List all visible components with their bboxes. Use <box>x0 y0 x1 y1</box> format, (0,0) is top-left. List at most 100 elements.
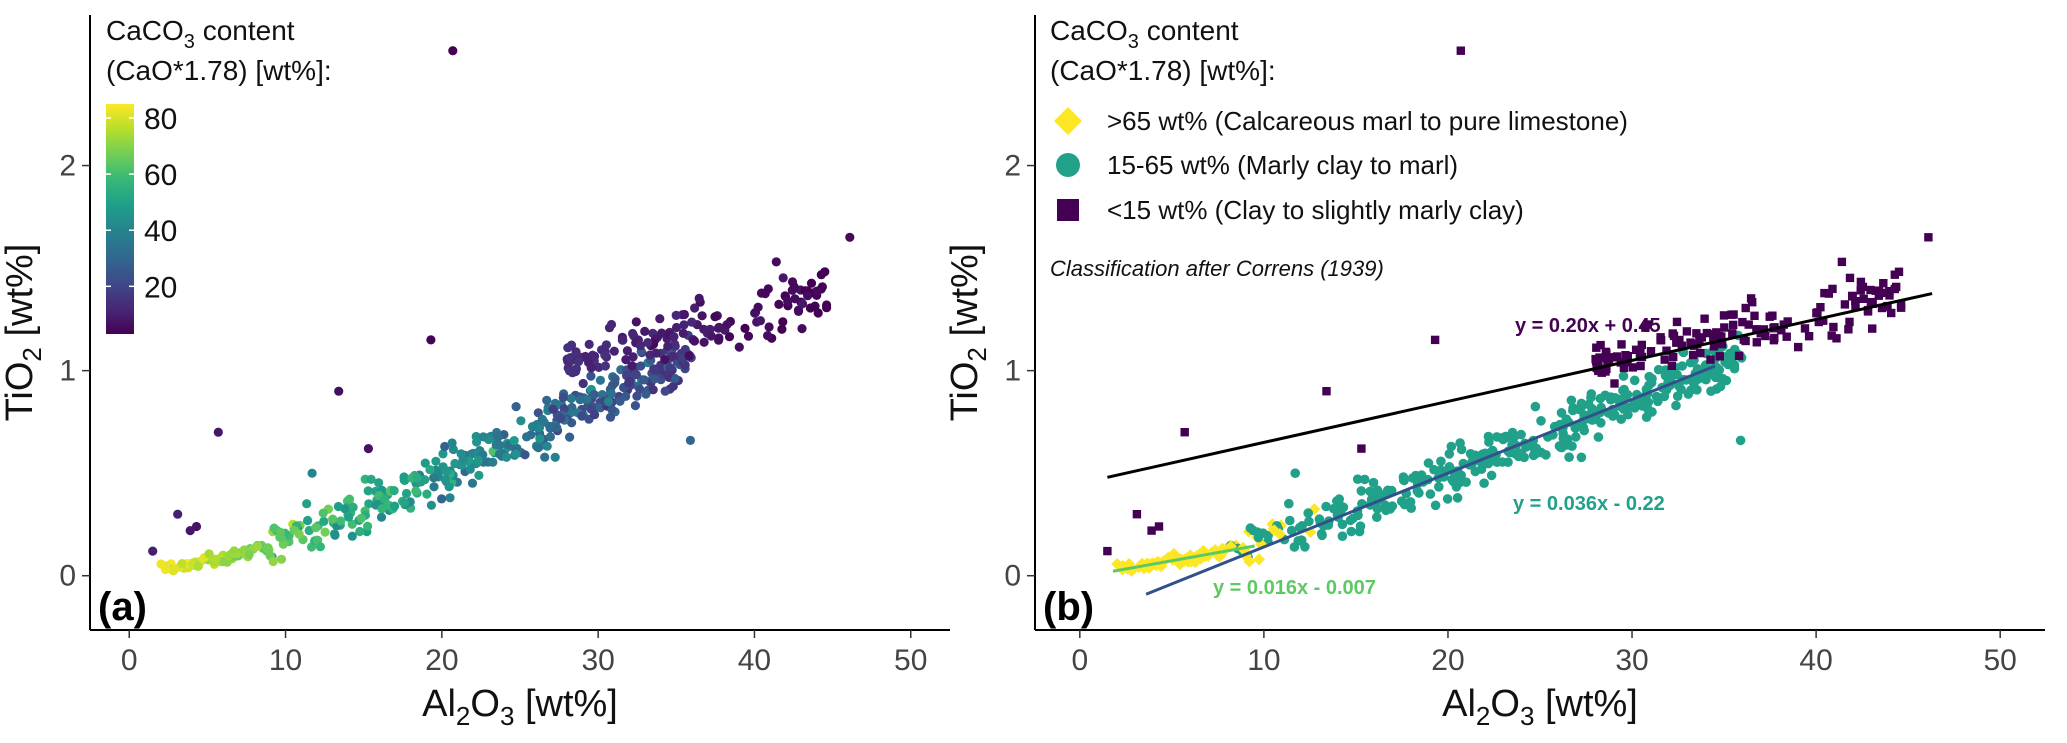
data-point-circle <box>1605 394 1616 405</box>
data-point-circle <box>1671 400 1681 411</box>
data-point-circle <box>1399 498 1409 508</box>
data-point <box>253 541 263 551</box>
data-point-circle <box>1294 522 1305 533</box>
data-point <box>648 385 658 395</box>
data-point-circle <box>1677 361 1687 371</box>
data-point-circle <box>1676 384 1686 395</box>
data-point <box>650 374 660 384</box>
data-point-square <box>1756 329 1765 338</box>
data-point-circle <box>1643 404 1653 415</box>
data-point <box>660 386 670 396</box>
data-point-circle <box>1479 478 1489 489</box>
data-point-circle <box>1693 374 1704 384</box>
data-point <box>668 381 678 391</box>
data-point <box>294 529 304 539</box>
data-point-square <box>1696 348 1705 358</box>
data-point <box>363 521 373 531</box>
y-tick-label: 1 <box>1004 355 1021 388</box>
data-point-circle <box>1359 474 1370 485</box>
data-point-square <box>1656 336 1666 345</box>
data-point <box>276 554 287 564</box>
data-point-square <box>1700 314 1709 323</box>
x-tick-label: 20 <box>1431 644 1464 677</box>
data-point <box>668 351 678 361</box>
data-point <box>789 282 799 292</box>
data-point <box>315 542 325 552</box>
data-point <box>582 394 592 404</box>
data-point-square <box>1717 339 1727 349</box>
data-point <box>276 533 286 543</box>
data-point-circle <box>1541 450 1551 460</box>
data-point <box>783 296 793 306</box>
data-point <box>450 458 460 469</box>
data-point-square <box>1738 317 1747 327</box>
data-point-circle <box>1692 385 1702 395</box>
data-point-square <box>1871 286 1880 295</box>
data-point <box>363 486 373 496</box>
regression-equation: y = 0.036x - 0.22 <box>1513 493 1665 515</box>
data-point <box>540 452 550 462</box>
data-point-circle <box>1519 452 1529 463</box>
data-point-circle <box>1492 432 1502 442</box>
data-point <box>344 494 355 504</box>
data-point-circle <box>1735 435 1746 446</box>
data-point <box>493 432 503 442</box>
data-point-square <box>1706 355 1715 364</box>
y-axis-title: TiO2 [wt%] <box>0 244 47 422</box>
data-point-square <box>1602 364 1611 373</box>
data-point-circle <box>1586 392 1596 403</box>
data-point <box>148 546 158 556</box>
data-point-square <box>1828 284 1837 294</box>
data-point <box>685 435 696 445</box>
data-point <box>429 482 439 492</box>
data-point <box>710 312 720 322</box>
data-point-circle <box>1368 477 1379 488</box>
regression-equation: y = 0.016x - 0.007 <box>1213 577 1376 599</box>
legend-title-line2: (CaO*1.78) [wt%]: <box>1050 55 1276 86</box>
data-point <box>173 509 183 519</box>
data-point-square <box>1322 387 1331 396</box>
data-point-square <box>1710 330 1719 339</box>
colorbar-tick-label: 20 <box>144 271 177 304</box>
panel-label: (b) <box>1043 585 1094 629</box>
data-point <box>627 361 637 371</box>
data-point <box>213 427 223 437</box>
data-point-circle <box>1425 489 1436 499</box>
data-point-circle <box>1321 501 1331 512</box>
data-point-square <box>1824 289 1833 298</box>
data-point <box>669 332 679 342</box>
data-point-circle <box>1446 441 1457 452</box>
data-point-circle <box>1434 482 1444 492</box>
data-point-square <box>1604 357 1614 366</box>
data-point-circle <box>1530 401 1541 412</box>
x-tick-label: 40 <box>738 644 771 677</box>
data-point-square <box>1677 341 1686 350</box>
data-point-square <box>1729 320 1738 330</box>
data-point-circle <box>1578 422 1589 433</box>
data-point <box>657 328 667 338</box>
data-point-circle <box>1290 468 1300 479</box>
data-point-circle <box>1618 371 1629 381</box>
data-point <box>422 489 432 499</box>
regression-line <box>1112 544 1255 573</box>
data-point <box>778 317 788 327</box>
data-point <box>755 316 766 326</box>
data-point <box>650 365 660 375</box>
x-tick-label: 0 <box>1071 644 1088 677</box>
data-point <box>722 320 732 330</box>
data-point-square <box>1858 282 1868 292</box>
data-point <box>639 375 649 385</box>
data-point-circle <box>1451 482 1462 492</box>
data-point <box>344 512 354 522</box>
data-point-square <box>1623 352 1632 361</box>
colorbar-tick-label: 60 <box>144 159 177 192</box>
data-point-circle <box>1556 442 1567 453</box>
data-point-square <box>1890 284 1899 294</box>
data-point-circle <box>1414 472 1424 483</box>
data-point-square <box>1879 279 1888 288</box>
data-point-circle <box>1564 452 1574 463</box>
data-point-square <box>1660 355 1669 364</box>
data-point-square <box>1820 288 1829 298</box>
data-point-square <box>1357 444 1366 453</box>
data-point-circle <box>1653 396 1663 407</box>
